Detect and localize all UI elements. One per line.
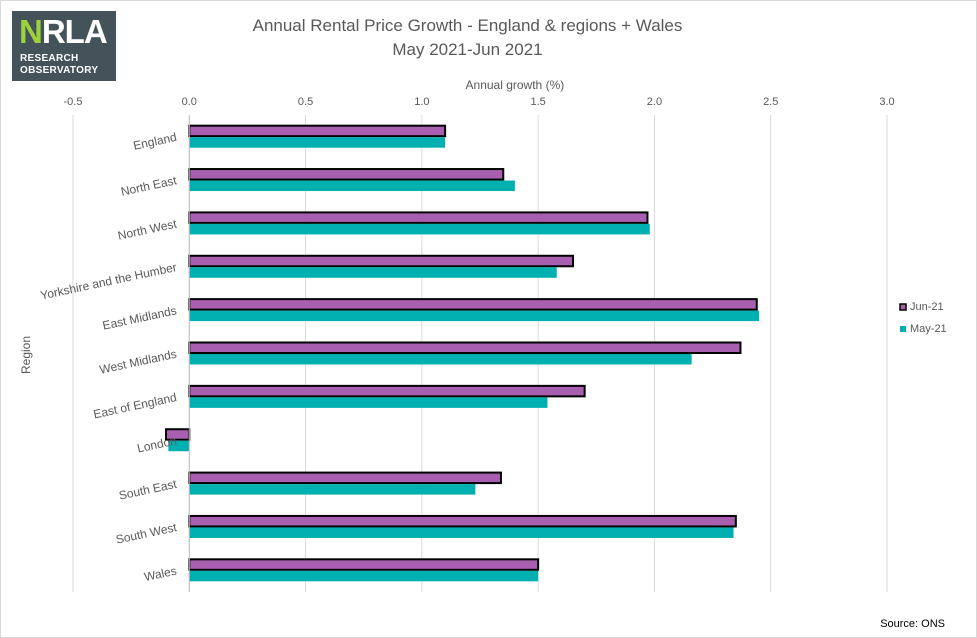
- bar-jun-21: [188, 341, 742, 354]
- bar-jun-21: [188, 514, 737, 528]
- x-tick-label: 2.0: [647, 96, 662, 108]
- category-label: Yorkshire and the Humber: [39, 260, 178, 303]
- bar-jun-21: [188, 384, 586, 398]
- bar-may-21: [189, 354, 692, 365]
- bar-may-21: [189, 397, 548, 408]
- legend-label-may-21: May-21: [910, 323, 947, 335]
- x-tick-label: 3.0: [879, 96, 894, 108]
- bar-jun-21: [188, 471, 502, 485]
- category-label: East Midlands: [101, 303, 178, 332]
- category-label: London: [136, 433, 178, 455]
- legend-swatch-may-21: [900, 326, 906, 332]
- x-tick-label: 0.5: [298, 96, 313, 108]
- category-label: South East: [118, 477, 179, 503]
- chart-subtitle: May 2021-Jun 2021: [392, 40, 543, 59]
- bar-may-21: [189, 570, 539, 582]
- chart-title: Annual Rental Price Growth - England & r…: [252, 16, 683, 35]
- x-tick-label: 2.5: [763, 96, 778, 108]
- x-tick-label: 0.0: [182, 96, 197, 108]
- logo-line-research: RESEARCH: [20, 53, 79, 64]
- source-note: Source: ONS: [880, 618, 945, 630]
- bar-jun-21: [188, 168, 505, 181]
- bar-jun-21: [188, 254, 575, 268]
- legend-swatch-jun-21: [899, 303, 907, 311]
- x-tick-label: 1.0: [414, 96, 429, 108]
- bar-may-21: [189, 310, 760, 322]
- bar-may-21: [189, 137, 446, 148]
- bar-jun-21: [188, 211, 649, 224]
- logo-line-observatory: OBSERVATORY: [20, 65, 99, 76]
- x-tick-label: 1.5: [530, 96, 545, 108]
- bar-jun-21: [188, 558, 540, 571]
- category-label: South West: [115, 520, 179, 547]
- bar-may-21: [189, 180, 515, 192]
- category-label: North East: [120, 173, 179, 199]
- x-tick-label: -0.5: [64, 96, 83, 108]
- category-label: West Midlands: [98, 347, 178, 377]
- logo-wordmark: NRLA: [19, 13, 108, 50]
- category-label: East of England: [92, 390, 178, 421]
- category-label: England: [132, 130, 178, 153]
- bar-jun-21: [188, 124, 447, 138]
- legend-label-jun-21: Jun-21: [910, 301, 944, 313]
- bar-may-21: [189, 267, 557, 278]
- category-label: North West: [117, 217, 179, 243]
- bar-may-21: [168, 440, 190, 452]
- bar-may-21: [189, 484, 476, 495]
- bar-may-21: [189, 223, 650, 235]
- bar-may-21: [189, 527, 734, 538]
- bar-jun-21: [188, 298, 758, 311]
- x-axis-title: Annual growth (%): [466, 78, 565, 92]
- nrla-logo: NRLA RESEARCH OBSERVATORY: [12, 11, 116, 81]
- y-axis-title: Region: [19, 336, 33, 374]
- category-label: Wales: [143, 564, 178, 585]
